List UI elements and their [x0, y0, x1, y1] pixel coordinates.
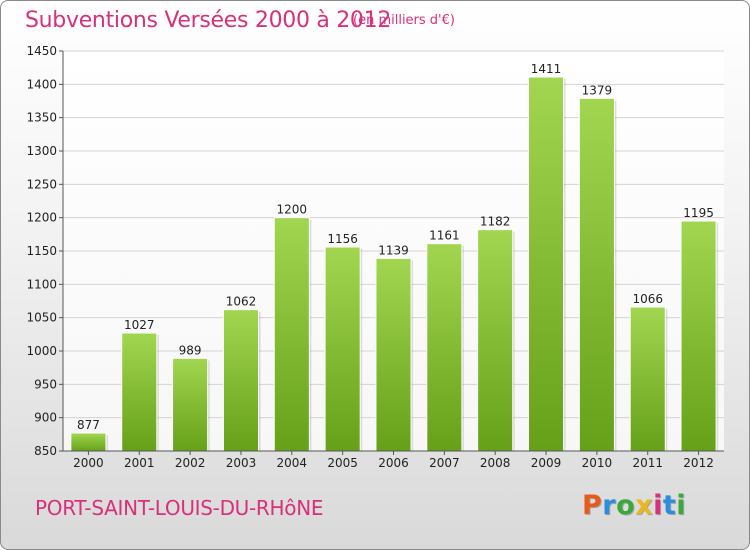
bar-value-label: 1379 [582, 83, 613, 97]
logo-letter: x [635, 490, 654, 521]
x-tick-label: 2009 [531, 456, 562, 470]
bar-value-label: 1062 [226, 295, 257, 309]
y-tick-label: 1050 [26, 311, 57, 325]
y-tick-label: 950 [34, 377, 57, 391]
x-tick-label: 2001 [124, 456, 155, 470]
logo-letter: i [653, 490, 663, 521]
bar-value-label: 1027 [124, 318, 155, 332]
logo-letter: o [616, 490, 636, 521]
x-tick-label: 2003 [226, 456, 257, 470]
y-tick-label: 1450 [26, 44, 57, 58]
bar-value-label: 1161 [429, 229, 460, 243]
bar-2006 [375, 257, 412, 452]
bar-2011 [629, 306, 666, 452]
x-tick-label: 2004 [277, 456, 308, 470]
bar-2002 [172, 357, 209, 452]
bar-2005 [324, 246, 361, 452]
bar-value-label: 1195 [683, 206, 714, 220]
x-tick-label: 2002 [175, 456, 206, 470]
x-tick-label: 2006 [378, 456, 409, 470]
bar-2004 [273, 217, 310, 452]
proxiti-logo[interactable]: Proxiti [582, 490, 686, 521]
y-tick-label: 1400 [26, 77, 57, 91]
logo-letter: i [676, 490, 687, 521]
bar-2003 [222, 309, 260, 452]
x-tick-label: 2000 [73, 456, 104, 470]
y-tick-label: 900 [34, 411, 57, 425]
chart-title: Subventions Versées 2000 à 2012 [25, 8, 392, 33]
bar-value-label: 1411 [531, 62, 562, 76]
logo-letter: t [662, 490, 677, 521]
bar-2009 [527, 76, 565, 452]
y-tick-label: 1200 [26, 211, 57, 225]
bar-value-label: 1066 [632, 292, 663, 306]
logo-letter: r [602, 490, 617, 521]
x-tick-label: 2005 [327, 456, 358, 470]
bar-2010 [578, 97, 615, 452]
x-tick-label: 2008 [480, 456, 511, 470]
x-tick-label: 2007 [429, 456, 460, 470]
y-tick-label: 1350 [26, 111, 57, 125]
x-tick-label: 2010 [582, 456, 613, 470]
bar-value-label: 989 [179, 343, 202, 357]
y-tick-label: 1300 [26, 144, 57, 158]
y-tick-label: 1150 [26, 244, 57, 258]
bar-value-label: 1156 [327, 232, 358, 246]
bar-2012 [680, 220, 717, 452]
y-tick-label: 1000 [26, 344, 57, 358]
bar-2000 [70, 432, 107, 452]
y-tick-label: 1250 [26, 177, 57, 191]
axis-layer: 850 900 950 1000 1050 1100 1150 1200 1250 1300 135… [26, 44, 724, 470]
labels-layer: 877 1027 989 1062 1200 1156 1139 1161 1182 1411 13… [77, 62, 714, 432]
bar-value-label: 1200 [277, 203, 308, 217]
bar-value-label: 1139 [378, 243, 409, 257]
bar-2008 [477, 229, 514, 452]
city-name: PORT-SAINT-LOUIS-DU-RHôNE [35, 496, 324, 520]
bar-value-label: 1182 [480, 215, 511, 229]
bar-2007 [426, 243, 463, 452]
x-tick-label: 2011 [632, 456, 663, 470]
logo-letter: P [582, 490, 603, 521]
bar-2001 [121, 332, 158, 452]
bars-layer [70, 76, 719, 452]
chart-subtitle: (en milliers d'€) [353, 13, 455, 28]
bar-value-label: 877 [77, 418, 100, 432]
y-tick-label: 850 [34, 444, 57, 458]
x-tick-label: 2012 [683, 456, 714, 470]
y-tick-label: 1100 [26, 277, 57, 291]
